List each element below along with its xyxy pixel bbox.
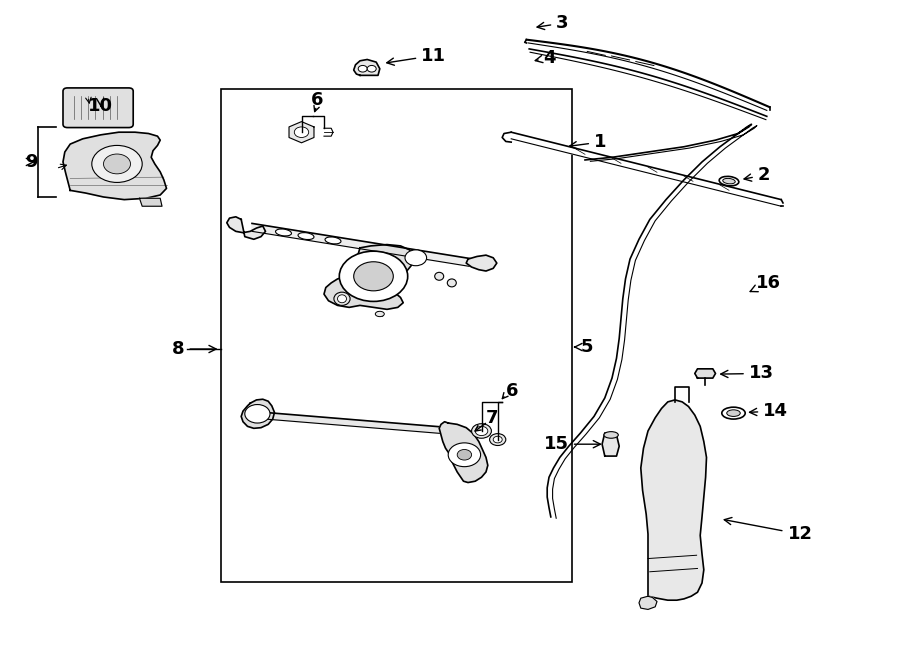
Text: 11: 11	[387, 46, 446, 65]
Polygon shape	[354, 59, 380, 75]
Ellipse shape	[375, 311, 384, 317]
Text: 14: 14	[750, 402, 788, 420]
Text: 13: 13	[721, 364, 774, 383]
Polygon shape	[511, 132, 781, 206]
Ellipse shape	[338, 295, 346, 303]
Bar	[220, 89, 572, 582]
Polygon shape	[266, 412, 459, 435]
Ellipse shape	[435, 272, 444, 280]
Text: 15: 15	[544, 435, 600, 453]
Polygon shape	[227, 217, 266, 239]
Ellipse shape	[275, 229, 292, 236]
Text: 9: 9	[25, 153, 38, 171]
Text: 1: 1	[570, 133, 607, 151]
Polygon shape	[695, 369, 716, 378]
Circle shape	[354, 262, 393, 291]
Polygon shape	[439, 422, 488, 483]
Text: 8: 8	[172, 340, 216, 358]
Text: 4: 4	[536, 48, 556, 67]
Circle shape	[448, 443, 481, 467]
Ellipse shape	[334, 292, 350, 305]
Circle shape	[294, 127, 309, 137]
Ellipse shape	[472, 424, 491, 438]
Ellipse shape	[604, 432, 618, 438]
Circle shape	[339, 251, 408, 301]
Circle shape	[367, 65, 376, 72]
Text: 2: 2	[744, 166, 770, 184]
Ellipse shape	[447, 279, 456, 287]
Polygon shape	[289, 122, 314, 143]
Polygon shape	[324, 245, 414, 309]
Ellipse shape	[325, 237, 341, 244]
Text: 10: 10	[88, 97, 113, 115]
Circle shape	[92, 145, 142, 182]
Ellipse shape	[727, 410, 740, 416]
Ellipse shape	[723, 178, 735, 184]
FancyBboxPatch shape	[63, 88, 133, 128]
Text: 12: 12	[724, 518, 813, 543]
Circle shape	[457, 449, 472, 460]
Polygon shape	[63, 132, 166, 200]
Circle shape	[245, 405, 270, 423]
Polygon shape	[466, 255, 497, 271]
Text: 6: 6	[506, 382, 518, 401]
Circle shape	[405, 250, 427, 266]
Text: 7: 7	[486, 408, 499, 427]
Ellipse shape	[475, 426, 488, 436]
Ellipse shape	[490, 434, 506, 446]
Text: 16: 16	[750, 274, 781, 292]
Polygon shape	[252, 223, 486, 269]
Text: 5: 5	[574, 338, 593, 356]
Polygon shape	[140, 198, 162, 206]
Ellipse shape	[493, 436, 502, 443]
Polygon shape	[241, 399, 274, 428]
Ellipse shape	[722, 407, 745, 419]
Text: 6: 6	[310, 91, 323, 110]
Polygon shape	[639, 596, 657, 609]
Circle shape	[358, 65, 367, 72]
Polygon shape	[526, 40, 770, 110]
Polygon shape	[529, 49, 767, 120]
Circle shape	[104, 154, 130, 174]
Text: 3: 3	[537, 14, 569, 32]
Polygon shape	[602, 433, 619, 456]
Polygon shape	[641, 400, 706, 600]
Ellipse shape	[719, 176, 739, 186]
Ellipse shape	[298, 233, 314, 239]
